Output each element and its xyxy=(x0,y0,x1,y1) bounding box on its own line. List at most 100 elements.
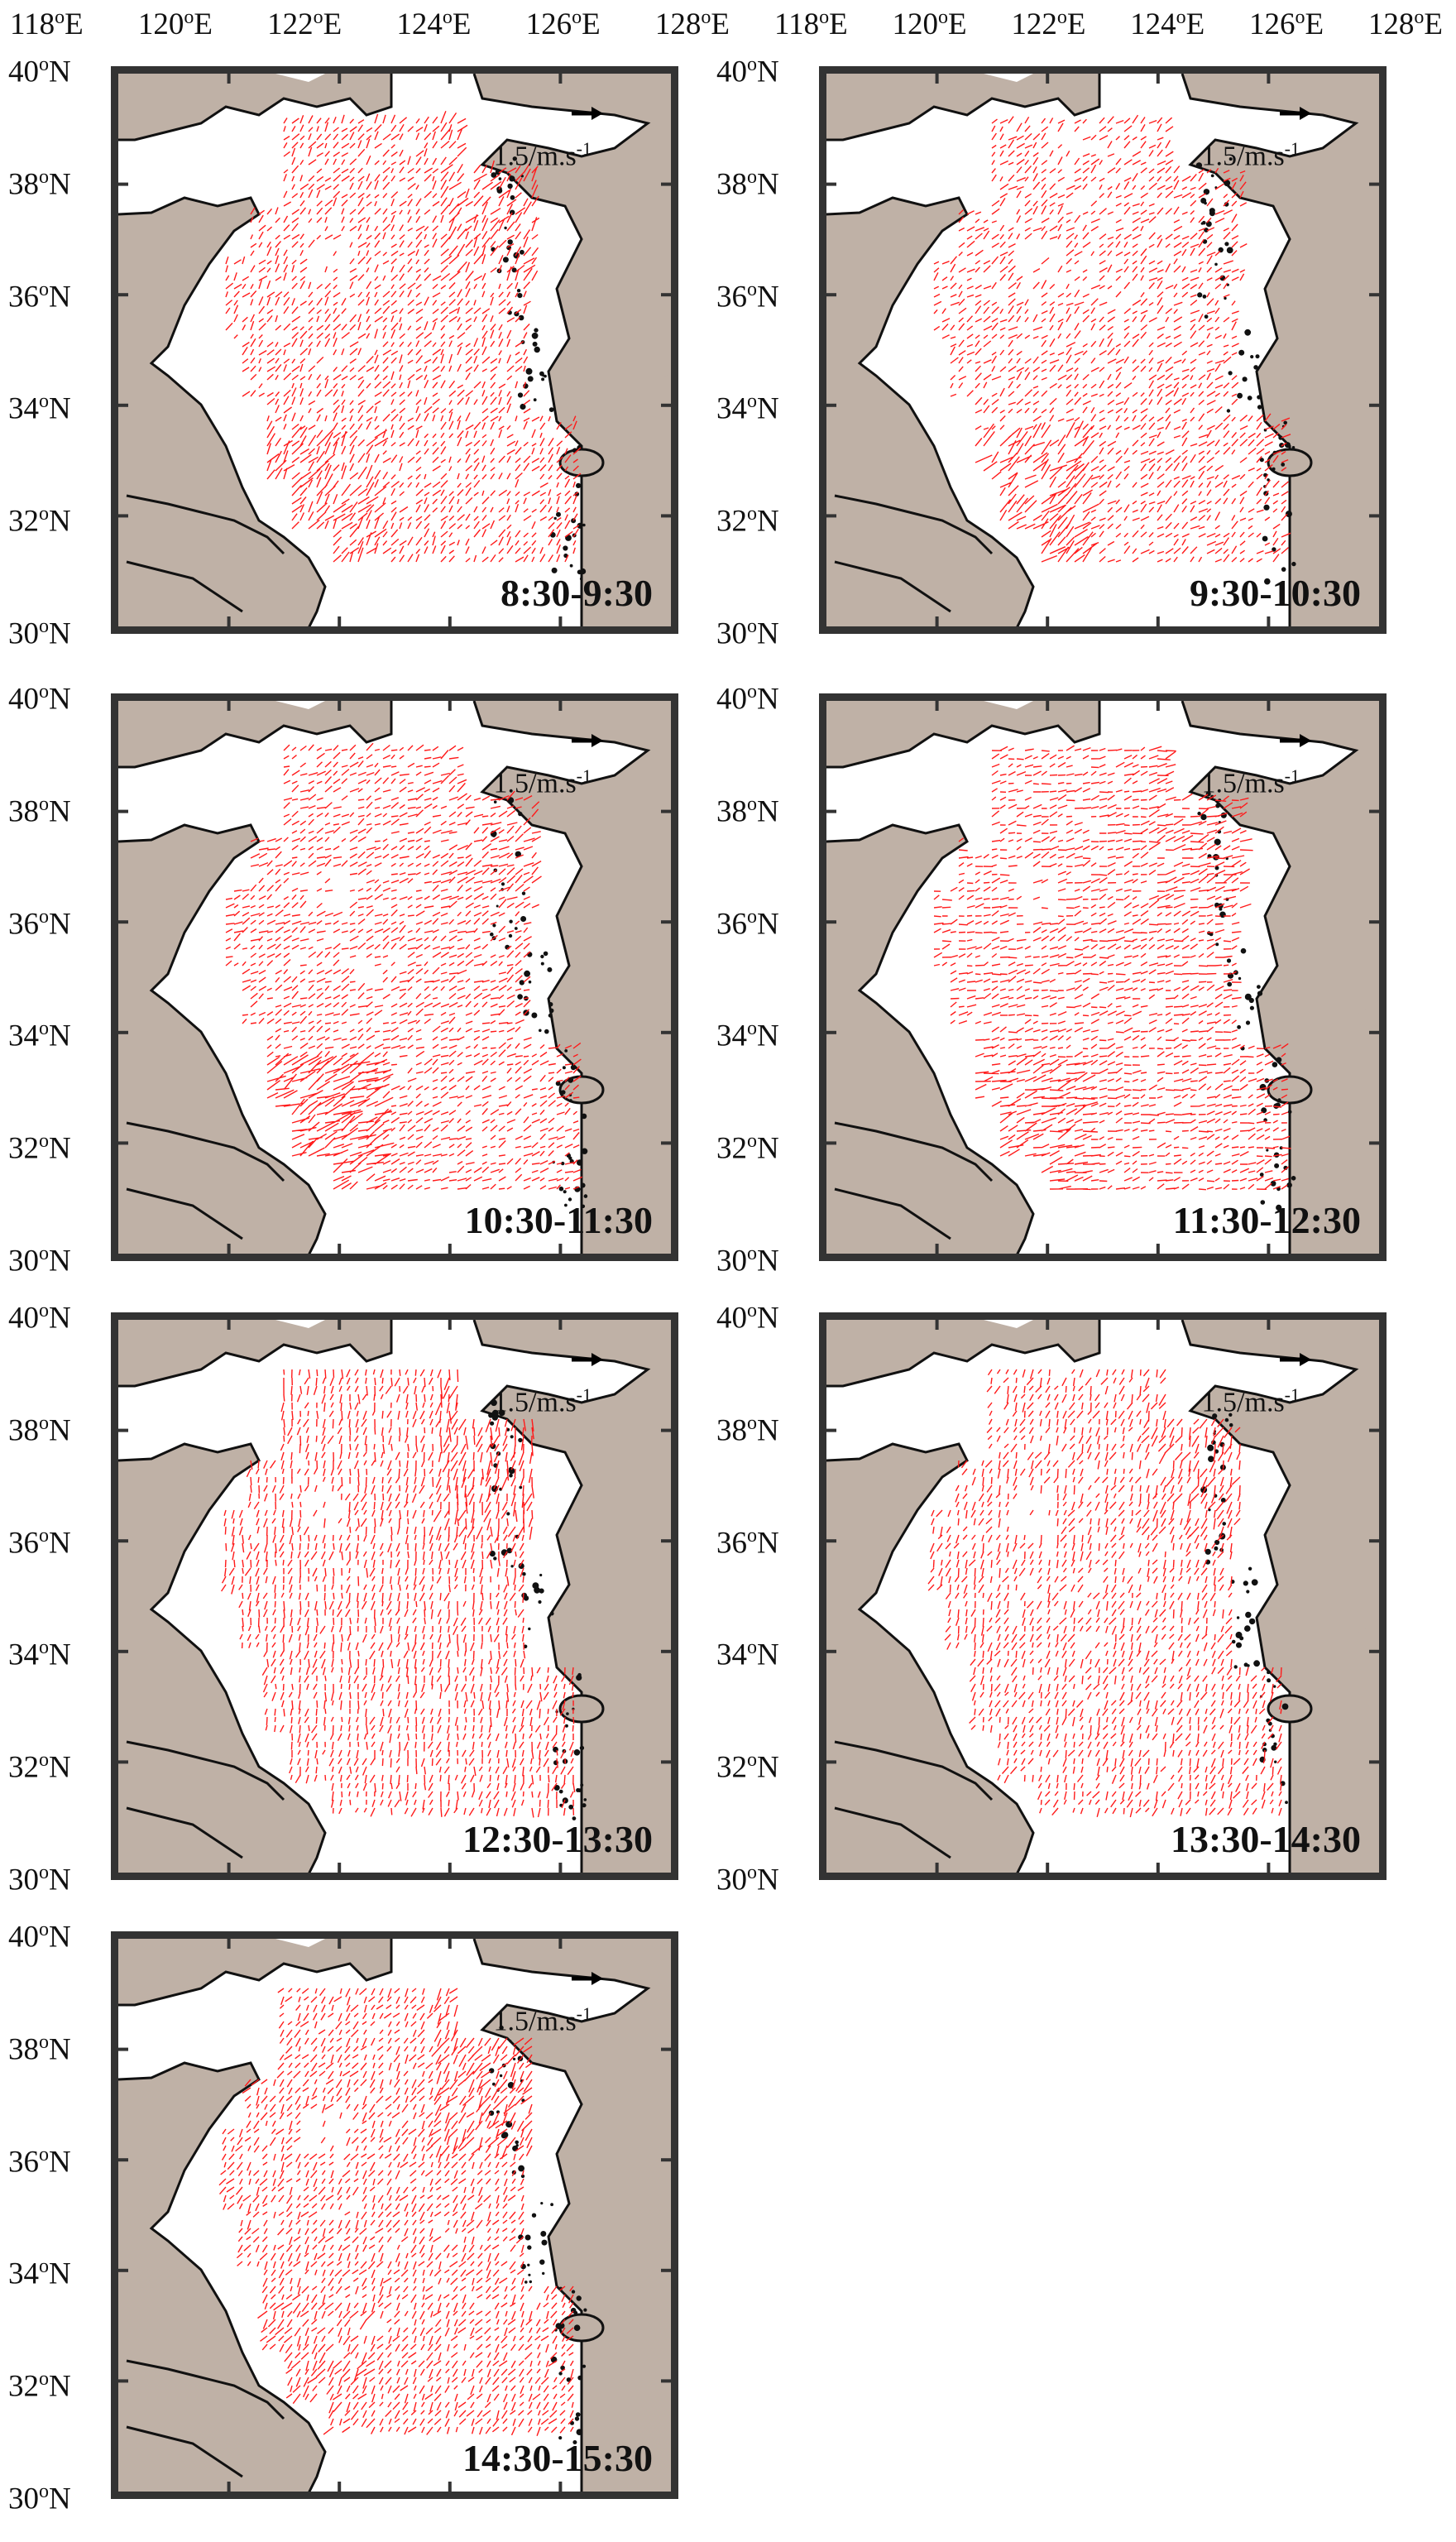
land-area xyxy=(118,1939,391,2005)
coastline xyxy=(126,1806,243,1859)
current-vectors xyxy=(225,111,582,563)
lat-tick: 32oN xyxy=(716,1749,779,1785)
scale-arrow-icon xyxy=(572,1972,603,1985)
time-label: 9:30-10:30 xyxy=(1190,572,1361,614)
time-label: 13:30-14:30 xyxy=(1171,1818,1361,1860)
coastline xyxy=(118,1939,393,2007)
land-area xyxy=(648,372,671,421)
map-panel: 1.5/m.s-1 13:30-14:30 xyxy=(819,1312,1387,1880)
coastline xyxy=(118,823,327,1254)
coastline xyxy=(118,1320,393,1388)
map-panel: 1.5/m.s-1 11:30-12:30 xyxy=(819,693,1387,1261)
coastline xyxy=(826,1320,1101,1388)
current-vector-map xyxy=(118,1939,671,2492)
current-vector-map xyxy=(826,74,1379,626)
land-area xyxy=(474,1939,671,2492)
lat-tick: 32oN xyxy=(8,503,71,539)
coastline xyxy=(834,1121,994,1182)
current-vectors xyxy=(218,1988,574,2436)
map-panel: 1.5/m.s-1 10:30-11:30 xyxy=(111,693,678,1261)
lat-tick: 38oN xyxy=(8,793,71,829)
lon-tick: 128oE xyxy=(654,7,730,42)
land-area xyxy=(826,825,1033,1254)
lat-tick: 30oN xyxy=(716,1243,779,1278)
lon-tick: 118oE xyxy=(774,7,848,42)
lat-tick: 30oN xyxy=(716,616,779,651)
land-area xyxy=(118,825,325,1254)
island xyxy=(1267,448,1313,477)
coastline xyxy=(834,494,994,555)
lat-tick: 32oN xyxy=(8,1749,71,1785)
lat-tick: 34oN xyxy=(716,391,779,426)
axis-ticks xyxy=(118,1939,671,2492)
coastline xyxy=(834,560,951,613)
map-panel: 1.5/m.s-1 12:30-13:30 xyxy=(111,1312,678,1880)
scale-arrow-icon xyxy=(1280,107,1311,120)
lat-tick: 30oN xyxy=(8,1862,71,1897)
land-area xyxy=(118,701,391,767)
coastline xyxy=(834,1806,951,1859)
lat-tick: 32oN xyxy=(716,503,779,539)
land-area xyxy=(648,1000,671,1048)
lon-tick: 126oE xyxy=(1249,7,1324,42)
lon-tick: 120oE xyxy=(892,7,967,42)
lon-tick: 126oE xyxy=(525,7,601,42)
lon-tick: 118oE xyxy=(10,7,84,42)
coastal-islets xyxy=(488,1399,587,1820)
land-area xyxy=(474,74,671,626)
land-area xyxy=(826,1444,1033,1873)
lat-tick: 38oN xyxy=(716,793,779,829)
land-area xyxy=(648,1619,671,1667)
lon-tick: 122oE xyxy=(267,7,342,42)
top-lon-axis-right: 118oE 120oE 122oE 124oE 126oE 128oE xyxy=(774,7,1443,48)
coastline xyxy=(826,196,1035,626)
land-area xyxy=(826,701,1099,767)
coastal-islets xyxy=(488,2025,587,2444)
land-area xyxy=(826,1320,1099,1386)
coastline xyxy=(118,701,393,769)
coastline xyxy=(826,74,1101,141)
scale-label: 1.5/m.s-1 xyxy=(493,1384,592,1418)
current-vector-map xyxy=(826,701,1379,1254)
time-label: 10:30-11:30 xyxy=(464,1199,653,1241)
lon-tick: 124oE xyxy=(396,7,472,42)
land-area xyxy=(1182,701,1379,1254)
scale-label: 1.5/m.s-1 xyxy=(493,138,592,172)
coastline xyxy=(118,74,393,141)
lat-tick: 40oN xyxy=(8,1919,71,1954)
coastline xyxy=(1181,1320,1359,1873)
lat-tick: 34oN xyxy=(8,1637,71,1672)
lon-tick: 128oE xyxy=(1367,7,1443,42)
land-area xyxy=(1182,74,1379,626)
land-area xyxy=(118,74,391,140)
time-label: 8:30-9:30 xyxy=(500,572,653,614)
lat-tick: 32oN xyxy=(716,1130,779,1166)
lat-tick: 36oN xyxy=(716,1524,779,1560)
lat-tick: 38oN xyxy=(8,2031,71,2067)
scale-label: 1.5/m.s-1 xyxy=(493,2003,592,2037)
land-area xyxy=(1356,1000,1379,1048)
lat-tick: 34oN xyxy=(716,1018,779,1053)
coastline xyxy=(126,1187,243,1240)
lat-tick: 34oN xyxy=(716,1637,779,1672)
scale-label: 1.5/m.s-1 xyxy=(1201,1384,1300,1418)
map-panel: 1.5/m.s-1 8:30-9:30 xyxy=(111,66,678,634)
land-area xyxy=(118,2063,325,2492)
lat-tick: 30oN xyxy=(8,616,71,651)
axis-ticks xyxy=(826,701,1379,1254)
coastline xyxy=(826,701,1101,769)
land-area xyxy=(474,1320,671,1873)
coastline xyxy=(826,1442,1035,1873)
coastline xyxy=(126,2425,243,2478)
lat-tick: 36oN xyxy=(8,905,71,941)
coastline xyxy=(472,1939,651,2492)
lat-tick: 40oN xyxy=(716,54,779,89)
top-lon-axis-left: 118oE 120oE 122oE 124oE 126oE 128oE xyxy=(10,7,730,48)
lat-tick: 40oN xyxy=(8,1300,71,1336)
coastline xyxy=(126,494,285,555)
current-vector-map xyxy=(826,1320,1379,1873)
lat-tick: 34oN xyxy=(8,391,71,426)
land-area xyxy=(118,1320,391,1386)
lat-tick: 34oN xyxy=(8,2256,71,2291)
scale-arrow-icon xyxy=(572,1353,603,1366)
